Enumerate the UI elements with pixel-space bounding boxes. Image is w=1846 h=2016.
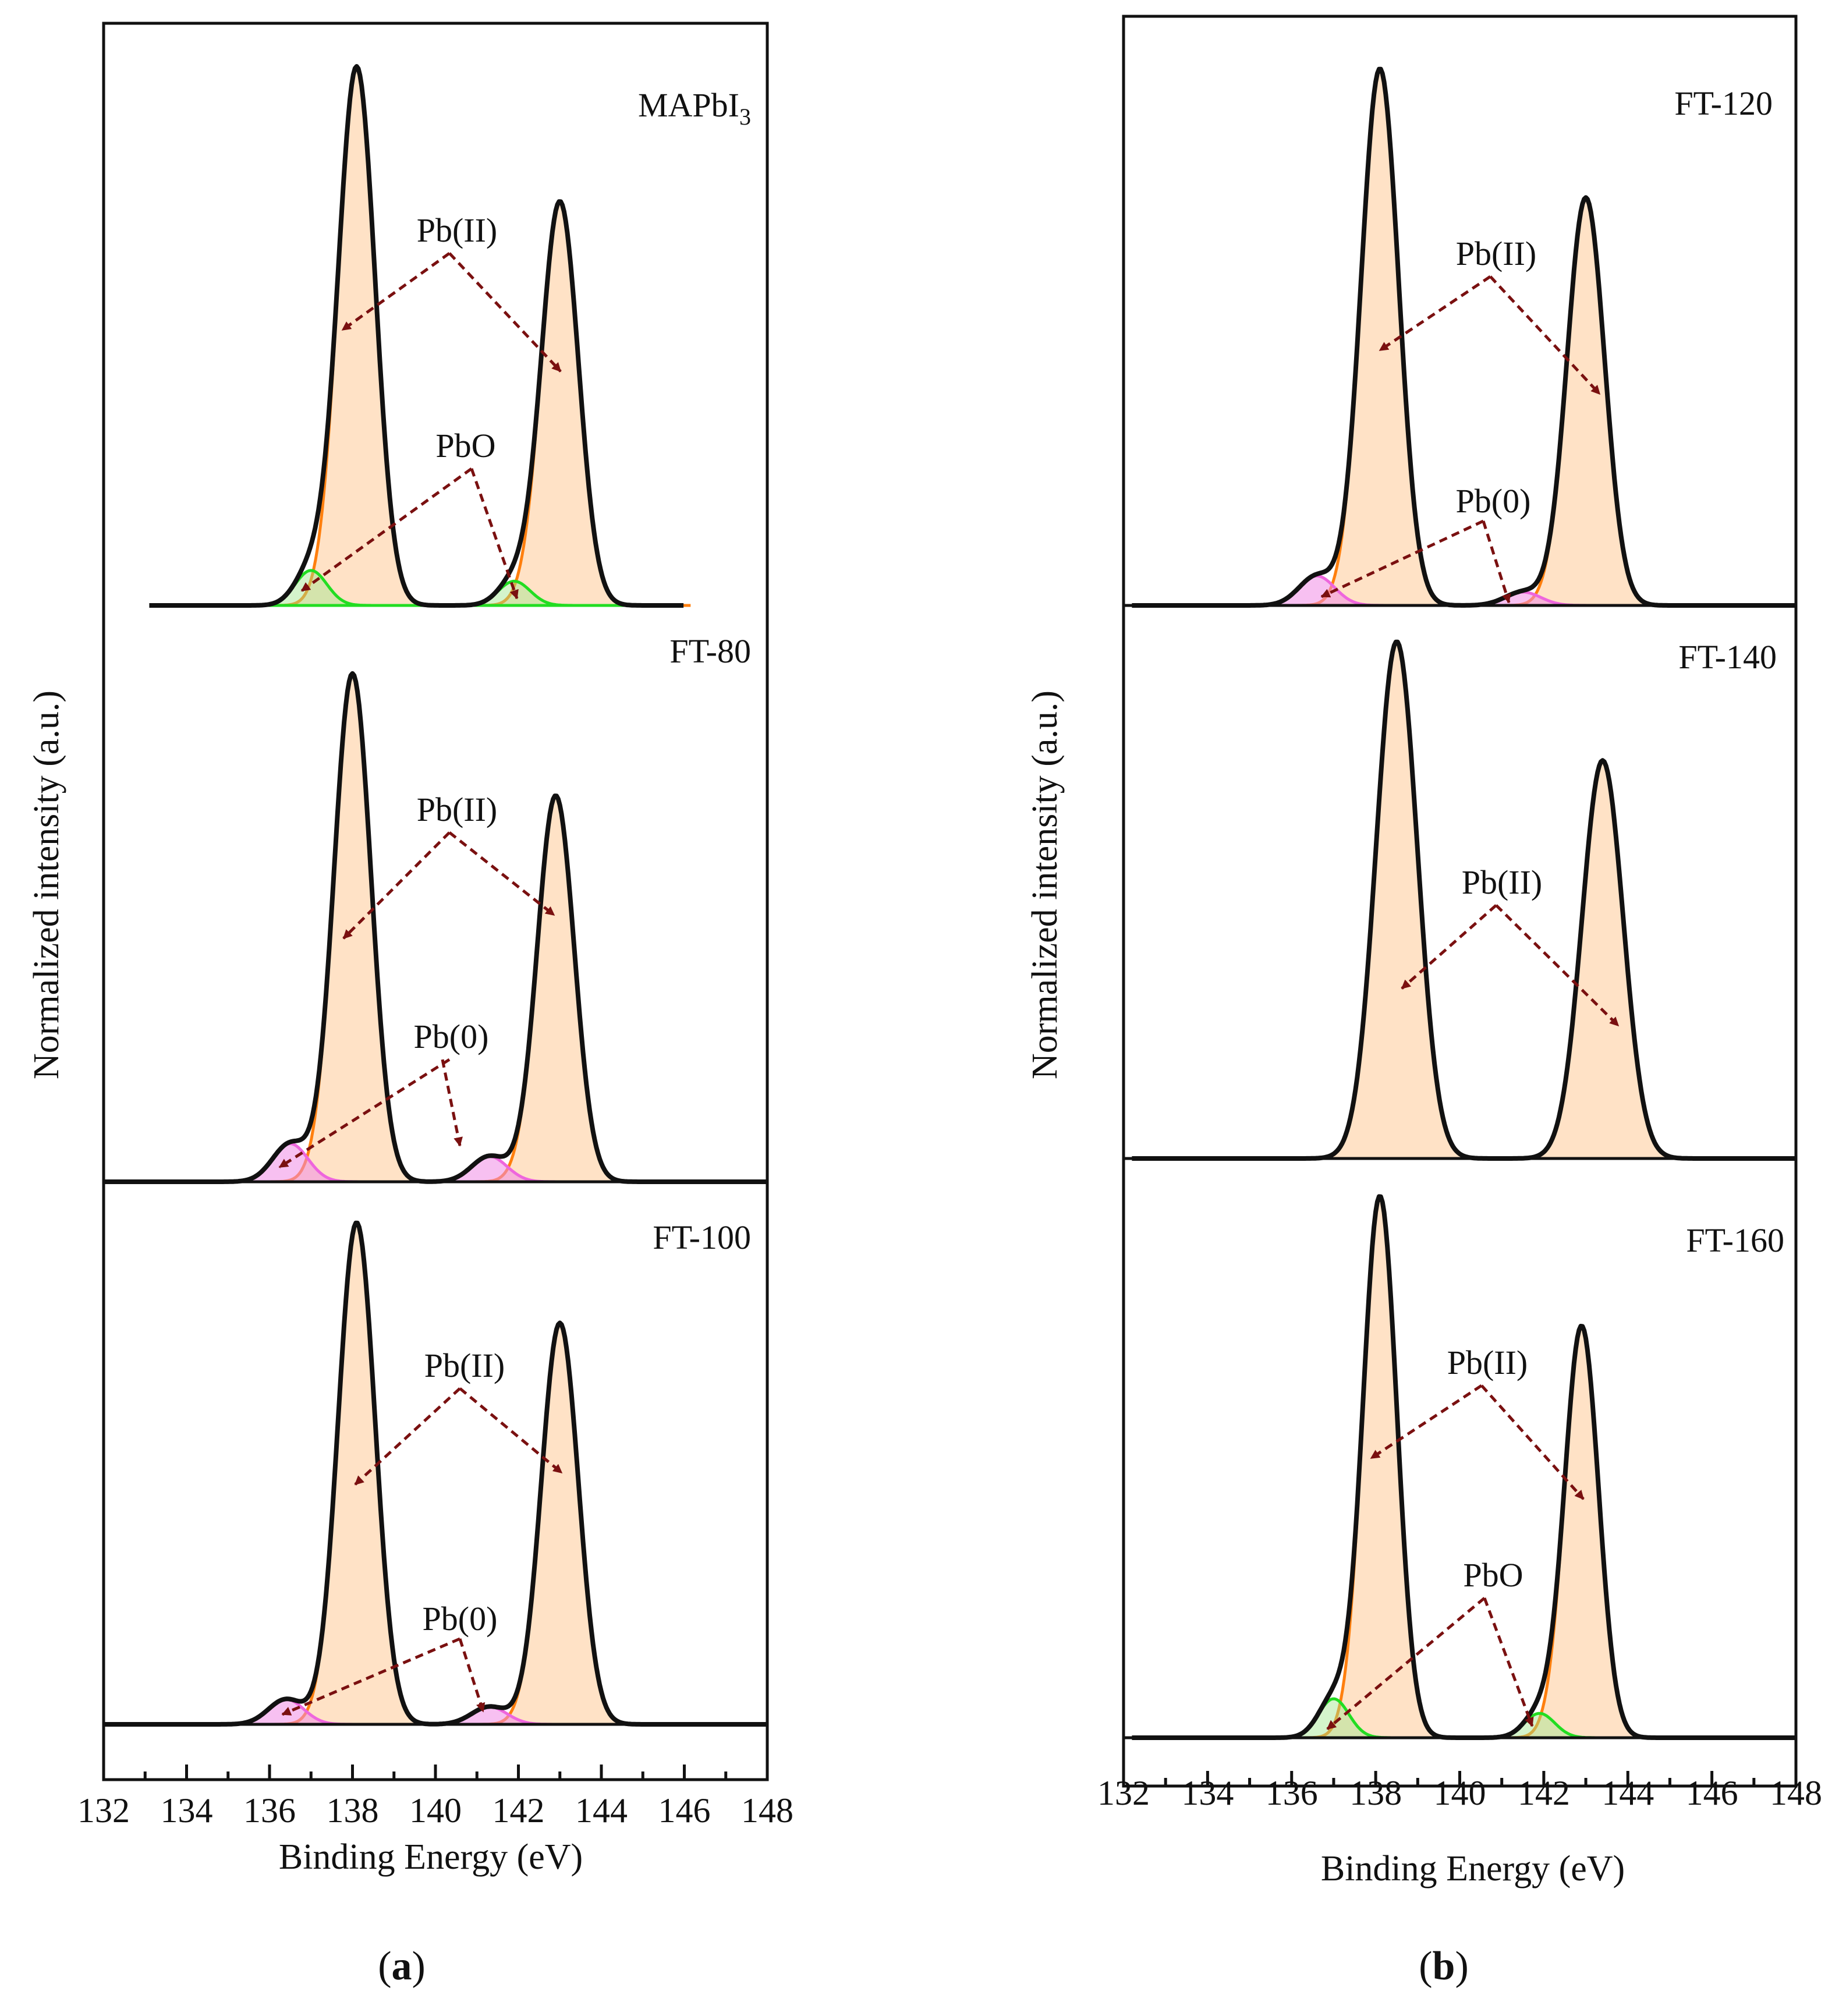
annotation-arrow-ft80 <box>448 831 555 916</box>
annotation-arrow-ft100 <box>459 1387 563 1474</box>
panel-b-xtick-label: 144 <box>1601 1774 1654 1812</box>
annotation-arrow-ft80 <box>342 831 451 940</box>
panel-a-xtick-label: 140 <box>409 1791 462 1830</box>
annotation-arrow-ft160 <box>1483 1597 1534 1727</box>
panel-b-xtick-label: 146 <box>1686 1774 1738 1812</box>
panel-a-frame <box>102 22 769 1781</box>
panel-a-xtick-label: 134 <box>161 1791 213 1830</box>
annotation-arrow-ft160 <box>1370 1384 1483 1460</box>
annotation-arrow-ft140 <box>1401 904 1497 990</box>
annotation-arrow-ft100 <box>281 1637 460 1716</box>
panel-a-xtick-label: 146 <box>658 1791 711 1830</box>
annotation-arrow-ft120 <box>1379 275 1491 352</box>
panel-a-xtick-label: 148 <box>741 1791 793 1830</box>
panel-a-xtick-label: 136 <box>243 1791 296 1830</box>
sample-label-ft120: FT-120 <box>1674 84 1773 122</box>
annotation-label-ft160-2: PbO <box>1463 1556 1523 1594</box>
panel-a-xtick-label: 138 <box>327 1791 379 1830</box>
annotation-label-ft100-2: Pb(0) <box>423 1600 498 1638</box>
envelope-ft80 <box>102 671 768 1184</box>
panel-a-ylabel: Normalized intensity (a.u.) <box>27 690 66 1079</box>
panel-a-letter: a <box>392 1944 412 1989</box>
panel-a-caption: (a) <box>378 1944 426 1989</box>
panel-b-xtick-label: 134 <box>1181 1774 1234 1812</box>
annotation-arrow-mapbi3 <box>448 252 562 373</box>
component-ft140-pb-ii-4f5-2 <box>1457 759 1748 1160</box>
annotation-arrow-ft160 <box>1480 1384 1585 1500</box>
panel-b-xtick-label: 148 <box>1770 1774 1822 1812</box>
annotation-arrow-mapbi3 <box>470 468 519 600</box>
sample-label-mapbi3-main: MAPbI <box>638 86 739 124</box>
panel-a-xlabel: Binding Energy (eV) <box>279 1837 583 1877</box>
panel-b-ylabel: Normalized intensity (a.u.) <box>1025 690 1065 1079</box>
annotation-label-ft160-1: Pb(II) <box>1447 1344 1528 1381</box>
annotation-label-ft140-1: Pb(II) <box>1462 863 1543 901</box>
panel-b-frame <box>1122 15 1798 1788</box>
chart-marks: 132 134 136 138 140 142 144 146 148 132 134 136 138 1… <box>77 15 1822 1830</box>
annotation-arrow-ft100 <box>458 1638 486 1713</box>
sample-label-ft80: FT-80 <box>669 632 751 670</box>
annotation-label-ft100-1: Pb(II) <box>424 1347 505 1384</box>
sample-label-mapbi3: MAPbI3 <box>638 86 751 130</box>
sample-label-ft100: FT-100 <box>653 1218 751 1256</box>
annotation-arrow-ft120 <box>1482 520 1511 604</box>
annotation-arrow-ft140 <box>1495 904 1620 1027</box>
annotation-arrow-ft80 <box>278 1058 451 1169</box>
sample-label-ft140: FT-140 <box>1678 638 1777 676</box>
envelope-ft100 <box>102 1220 768 1727</box>
panel-a-xtick-label: 142 <box>492 1791 545 1830</box>
component-ft160-pb-ii-4f5-2 <box>1462 1324 1702 1739</box>
annotation-label-mapbi3-1: Pb(II) <box>417 211 498 249</box>
annotation-arrow-ft100 <box>354 1387 461 1486</box>
panel-b-xtick-label: 138 <box>1349 1774 1402 1812</box>
panel-b-xtick-label: 140 <box>1434 1774 1486 1812</box>
annotation-arrow-ft120 <box>1320 519 1484 598</box>
component-ft100-pb-ii-4f7-2 <box>226 1220 488 1726</box>
sample-label-ft160: FT-160 <box>1686 1221 1784 1259</box>
panel-b-xtick-label: 142 <box>1518 1774 1570 1812</box>
panel-a-xtick-label: 132 <box>77 1791 130 1830</box>
annotation-arrow-ft80 <box>441 1059 463 1147</box>
annotation-label-ft80-2: Pb(0) <box>414 1018 489 1055</box>
panel-b-caption: (b) <box>1419 1944 1469 1989</box>
envelope-ft160 <box>1131 1194 1797 1740</box>
panel-b-xtick-label: 136 <box>1266 1774 1318 1812</box>
panel-b-letter: b <box>1433 1944 1455 1989</box>
annotation-label-ft120-2: Pb(0) <box>1456 482 1531 520</box>
annotation-arrow-mapbi3 <box>341 251 451 332</box>
annotation-label-ft120-1: Pb(II) <box>1456 235 1537 272</box>
envelope-ft120 <box>1131 66 1797 608</box>
annotation-label-ft80-1: Pb(II) <box>417 791 498 828</box>
sample-label-mapbi3-sub: 3 <box>739 104 751 130</box>
envelope-mapbi3 <box>148 64 685 608</box>
component-ft120-pb-ii-4f7-2 <box>1248 66 1512 607</box>
annotation-arrow-ft160 <box>1326 1597 1486 1730</box>
panel-b-xlabel: Binding Energy (eV) <box>1321 1849 1625 1889</box>
annotation-label-mapbi3-2: PbO <box>435 427 495 465</box>
panel-b-xtick-label: 132 <box>1097 1774 1150 1812</box>
component-mapbi3-pb-ii-4f7-2 <box>226 65 488 607</box>
component-ft80-pb-ii-4f5-2 <box>425 793 687 1184</box>
annotation-arrow-mapbi3 <box>300 467 473 593</box>
component-mapbi3-pb-ii-4f5-2 <box>429 200 691 607</box>
component-ft160-pb-ii-4f7-2 <box>1260 1194 1500 1739</box>
panel-a-xtick-label: 144 <box>575 1791 628 1830</box>
